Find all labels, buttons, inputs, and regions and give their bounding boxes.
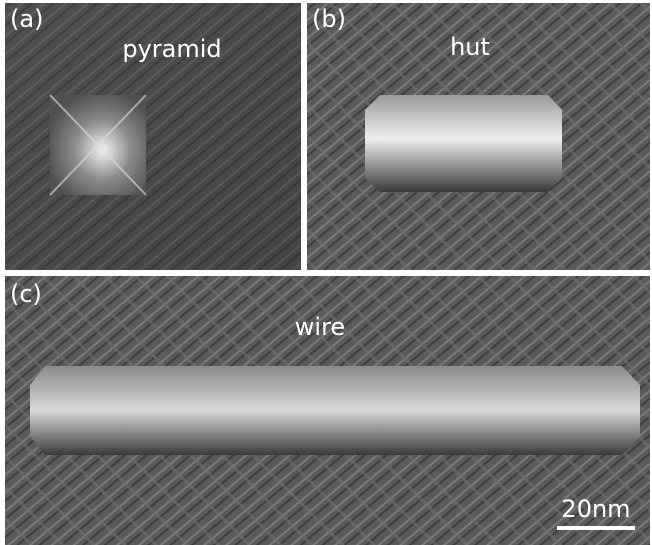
- panel-label: (b): [312, 5, 346, 33]
- panel-c: (c) wire 20nm: [5, 276, 650, 545]
- scale-bar-label: 20nm: [561, 495, 630, 523]
- panel-label: (a): [10, 5, 43, 33]
- panel-title: hut: [450, 33, 490, 61]
- wire-island: [30, 366, 640, 455]
- figure: (a) pyramid (b) hut (c) wire 20nm: [0, 0, 652, 545]
- panel-a: (a) pyramid: [5, 3, 301, 270]
- panel-title: wire: [295, 313, 345, 341]
- panel-title: pyramid: [122, 35, 221, 63]
- panel-b: (b) hut: [307, 3, 650, 270]
- panel-label: (c): [10, 280, 42, 308]
- hut-island: [365, 95, 562, 192]
